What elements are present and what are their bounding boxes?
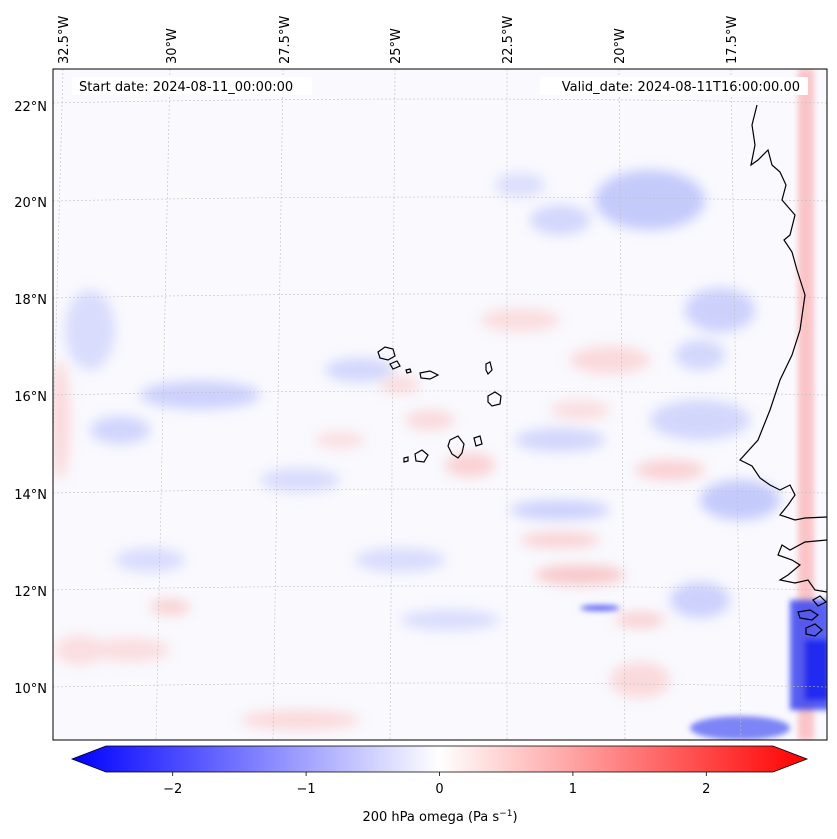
lat-label: 16°N	[14, 390, 47, 405]
colorbar-tick-label: 2	[702, 782, 710, 797]
colorbar-tick-label: −1	[297, 782, 316, 797]
valid-date-box	[540, 77, 808, 95]
colorbar-ticks: −2 −1 0 1 2	[163, 772, 710, 797]
lat-label: 18°N	[14, 293, 47, 308]
start-date-box	[72, 77, 312, 95]
lon-label: 25°W	[389, 28, 404, 64]
colorbar-tick-label: 0	[435, 782, 443, 797]
lon-label: 22.5°W	[501, 16, 516, 64]
lon-label: 17.5°W	[725, 16, 740, 64]
lon-label: 32.5°W	[57, 16, 72, 64]
colorbar-body	[70, 745, 809, 773]
lat-label: 22°N	[14, 100, 47, 115]
lat-label: 10°N	[14, 682, 47, 697]
lat-label: 12°N	[14, 585, 47, 600]
lon-labels: 32.5°W 30°W 27.5°W 25°W 22.5°W 20°W 17.5…	[57, 16, 740, 64]
start-date-text: Start date: 2024-08-11_00:00:00	[79, 80, 293, 95]
lat-labels: 22°N 20°N 18°N 16°N 14°N 12°N 10°N	[14, 100, 47, 697]
valid-date-text: Valid_date: 2024-08-11T16:00:00.00	[562, 80, 800, 95]
omega-field	[53, 69, 827, 740]
colorbar-tick-label: 1	[569, 782, 577, 797]
lon-label: 30°W	[165, 28, 180, 64]
lon-label: 27.5°W	[278, 16, 293, 64]
lat-label: 14°N	[14, 488, 47, 503]
colorbar-tick-label: −2	[163, 782, 182, 797]
colorbar-label: 200 hPa omega (Pa s−1)	[362, 809, 517, 825]
lon-label: 20°W	[613, 28, 628, 64]
coastline	[377, 104, 827, 637]
colorbar: −2 −1 0 1 2 200 hPa omega (Pa s−1)	[70, 745, 809, 825]
lat-label: 20°N	[14, 196, 47, 211]
map-frame	[52, 68, 828, 741]
